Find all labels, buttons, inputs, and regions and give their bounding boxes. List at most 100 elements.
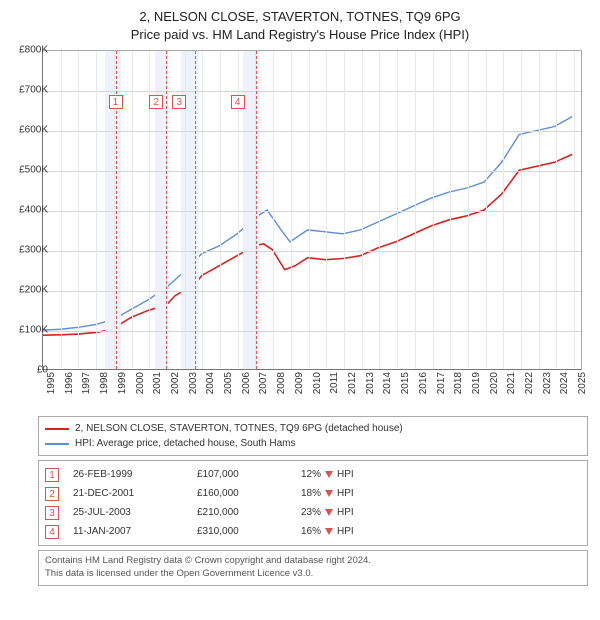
- legend-swatch: [45, 443, 69, 445]
- x-tick-label: 2020: [489, 372, 500, 394]
- gridline-v: [539, 51, 540, 369]
- x-tick-label: 2014: [382, 372, 393, 394]
- transaction-delta: 23% HPI: [301, 503, 354, 522]
- arrow-down-icon: [325, 509, 333, 516]
- transaction-marker-icon: 1: [45, 468, 59, 482]
- x-tick-label: 2007: [258, 372, 269, 394]
- x-tick-label: 2015: [400, 372, 411, 394]
- transaction-delta: 16%HPI: [301, 522, 354, 541]
- title-block: 2, NELSON CLOSE, STAVERTON, TOTNES, TQ9 …: [0, 0, 600, 44]
- legend-row: 2, NELSON CLOSE, STAVERTON, TOTNES, TQ9 …: [45, 421, 581, 436]
- transaction-delta: 18% HPI: [301, 484, 354, 503]
- transaction-marker-icon: 2: [45, 487, 59, 501]
- plot-region: 1 23 4: [42, 50, 582, 370]
- series-svg: [43, 51, 581, 369]
- x-tick-label: 2024: [559, 372, 570, 394]
- series-hpi: [43, 117, 572, 330]
- x-tick-label: 2017: [436, 372, 447, 394]
- gridline-v: [220, 51, 221, 369]
- x-tick-label: 2023: [542, 372, 553, 394]
- gridline-v: [415, 51, 416, 369]
- x-tick-label: 1998: [99, 372, 110, 394]
- gridline-v: [291, 51, 292, 369]
- transaction-delta: 12%HPI: [301, 465, 354, 484]
- x-tick-label: 1995: [46, 372, 57, 394]
- transaction-marker-box: 1: [109, 95, 123, 109]
- transaction-date: 11-JAN-2007: [73, 522, 183, 541]
- arrow-down-icon: [325, 471, 333, 478]
- x-tick-label: 2013: [365, 372, 376, 394]
- x-tick-label: 2022: [524, 372, 535, 394]
- y-tick-label: £600K: [19, 125, 48, 136]
- x-tick-label: 2002: [170, 372, 181, 394]
- gridline-v: [202, 51, 203, 369]
- series-price_paid: [43, 155, 572, 336]
- title-address: 2, NELSON CLOSE, STAVERTON, TOTNES, TQ9 …: [0, 8, 600, 26]
- gridline-h: [43, 211, 581, 212]
- arrow-down-icon: [325, 490, 333, 497]
- delta-vs: HPI: [337, 503, 354, 522]
- transaction-price: £107,000: [197, 465, 287, 484]
- transaction-marker-icon: 3: [45, 506, 59, 520]
- x-tick-label: 2001: [152, 372, 163, 394]
- gridline-h: [43, 251, 581, 252]
- transaction-date: 26-FEB-1999: [73, 465, 183, 484]
- x-tick-label: 2021: [506, 372, 517, 394]
- x-tick-label: 2012: [347, 372, 358, 394]
- gridline-h: [43, 171, 581, 172]
- legend-swatch: [45, 428, 69, 430]
- transaction-price: £310,000: [197, 522, 287, 541]
- gridline-h: [43, 91, 581, 92]
- y-tick-label: £300K: [19, 245, 48, 256]
- y-tick-label: £100K: [19, 325, 48, 336]
- attribution-footer: Contains HM Land Registry data © Crown c…: [38, 550, 588, 586]
- transaction-marker-icon: 4: [45, 525, 59, 539]
- gridline-v: [326, 51, 327, 369]
- gridline-v: [468, 51, 469, 369]
- gridline-v: [397, 51, 398, 369]
- chart-container: 2, NELSON CLOSE, STAVERTON, TOTNES, TQ9 …: [0, 0, 600, 586]
- gridline-v: [362, 51, 363, 369]
- gridline-v: [132, 51, 133, 369]
- transaction-row: 325-JUL-2003£210,00023%HPI: [45, 503, 581, 522]
- arrow-down-icon: [325, 528, 333, 535]
- legend-label: HPI: Average price, detached house, Sout…: [75, 436, 296, 451]
- x-tick-label: 2009: [294, 372, 305, 394]
- transaction-row: 4 11-JAN-2007 £310,000 16%HPI: [45, 522, 581, 541]
- x-tick-label: 1997: [81, 372, 92, 394]
- transaction-row: 221-DEC-2001£160,00018%HPI: [45, 484, 581, 503]
- x-tick-label: 2000: [135, 372, 146, 394]
- y-tick-label: £200K: [19, 285, 48, 296]
- y-tick-label: £800K: [19, 45, 48, 56]
- gridline-v: [379, 51, 380, 369]
- gridline-h: [43, 291, 581, 292]
- gridline-v: [486, 51, 487, 369]
- gridline-v: [96, 51, 97, 369]
- y-tick-label: £400K: [19, 205, 48, 216]
- gridline-v: [556, 51, 557, 369]
- gridline-v: [503, 51, 504, 369]
- transaction-marker-box: 4: [231, 95, 245, 109]
- title-subtitle: Price paid vs. HM Land Registry's House …: [0, 26, 600, 44]
- x-tick-label: 2008: [276, 372, 287, 394]
- gridline-v: [450, 51, 451, 369]
- transaction-marker-box: 2: [149, 95, 163, 109]
- delta-pct: 18%: [301, 484, 321, 503]
- x-tick-label: 1996: [64, 372, 75, 394]
- transaction-marker-line: [195, 51, 196, 369]
- x-tick-label: 2005: [223, 372, 234, 394]
- transaction-marker-box: 3: [172, 95, 186, 109]
- chart-area: 1234 £0£100K£200K£300K£400K£500K£600K£70…: [36, 50, 596, 410]
- legend-row: HPI: Average price, detached house, Sout…: [45, 436, 581, 451]
- transaction-row: 1 26-FEB-1999 £107,000 12%HPI: [45, 465, 581, 484]
- delta-vs: HPI: [337, 522, 354, 541]
- gridline-v: [574, 51, 575, 369]
- delta-vs: HPI: [337, 484, 354, 503]
- y-tick-label: £700K: [19, 85, 48, 96]
- delta-pct: 23%: [301, 503, 321, 522]
- x-tick-label: 2025: [577, 372, 588, 394]
- transaction-marker-line: [256, 51, 257, 369]
- gridline-v: [61, 51, 62, 369]
- footer-line-1: Contains HM Land Registry data © Crown c…: [45, 555, 581, 568]
- delta-pct: 12%: [301, 465, 321, 484]
